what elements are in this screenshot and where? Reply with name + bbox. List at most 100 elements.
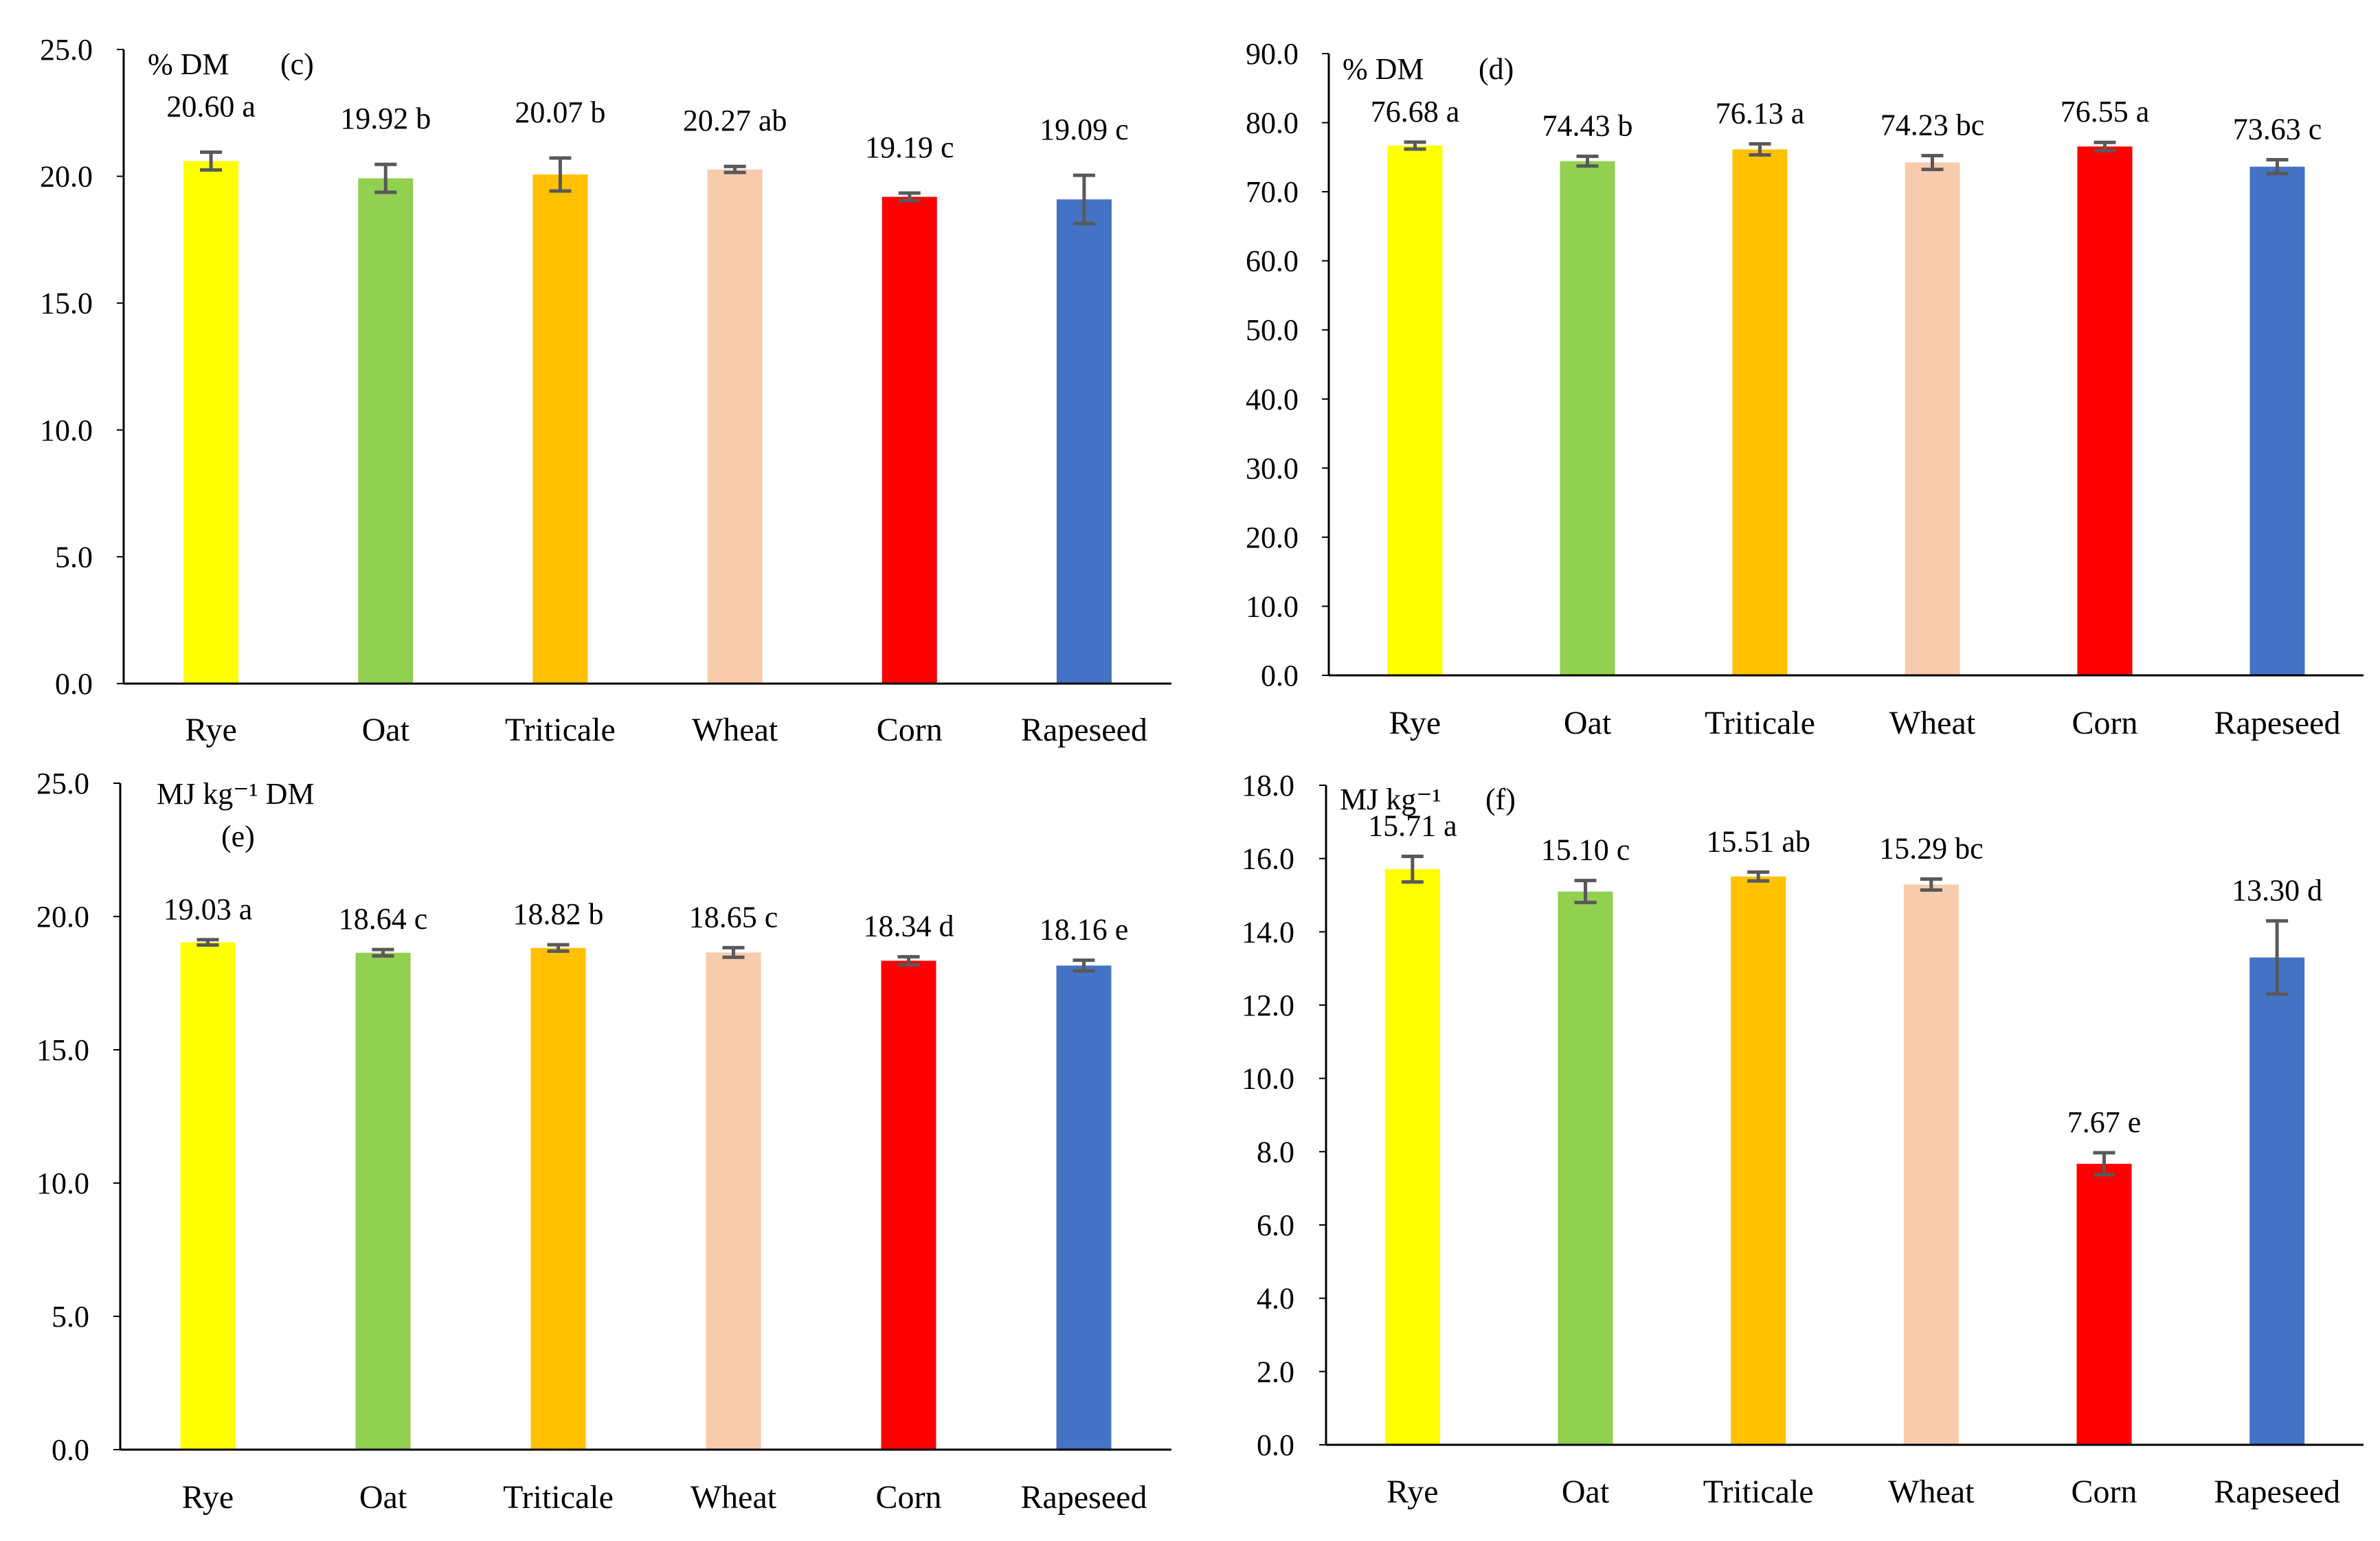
value-label: 20.60 a [166, 90, 256, 124]
category-label: Corn [2072, 1474, 2137, 1510]
unit-label: MJ kg⁻¹ [1340, 783, 1441, 816]
chart-panel-0: 0.0 5.0 10.0 15.0 20.0 25.0 20.60 a Rye 19.92 b O… [40, 33, 1171, 748]
value-label: 20.07 b [515, 95, 605, 129]
unit-label: MJ kg⁻¹ DM [157, 777, 315, 811]
y-tick-label: 2.0 [1257, 1355, 1294, 1388]
y-tick-label: 20.0 [40, 160, 93, 194]
category-label: Rapeseed [2214, 705, 2341, 741]
value-label: 18.82 b [513, 897, 604, 931]
bar-wheat [1903, 884, 1959, 1445]
category-label: Triticale [1703, 1474, 1814, 1510]
value-label: 19.92 b [340, 102, 431, 135]
value-label: 15.29 bc [1879, 832, 1984, 866]
value-label: 15.71 a [1368, 809, 1457, 842]
bar-oat [355, 952, 411, 1450]
category-label: Wheat [1889, 705, 1976, 741]
bar-rapeseed [1056, 199, 1112, 684]
y-tick-label: 80.0 [1246, 106, 1299, 140]
y-tick-label: 12.0 [1242, 989, 1294, 1022]
y-tick-label: 6.0 [1257, 1208, 1294, 1242]
category-label: Corn [2072, 705, 2138, 741]
category-label: Corn [877, 712, 943, 748]
panel-label: (c) [280, 47, 314, 81]
y-tick-label: 25.0 [40, 33, 93, 67]
y-tick-label: 4.0 [1257, 1282, 1294, 1316]
value-label: 7.67 e [2067, 1105, 2142, 1139]
category-label: Rapeseed [1021, 1479, 1147, 1516]
category-label: Rye [182, 1479, 234, 1516]
y-tick-label: 5.0 [55, 540, 93, 574]
y-tick-label: 16.0 [1242, 842, 1294, 876]
bar-corn [882, 196, 937, 684]
value-label: 18.64 c [339, 902, 428, 936]
y-tick-label: 60.0 [1246, 245, 1299, 278]
y-tick-label: 50.0 [1246, 313, 1299, 347]
panel-label: (f) [1485, 783, 1516, 816]
y-tick-label: 0.0 [55, 667, 93, 701]
value-label: 20.27 ab [683, 104, 787, 137]
bar-rye [1387, 145, 1443, 675]
category-label: Rapeseed [1021, 712, 1147, 748]
y-tick-label: 10.0 [1242, 1062, 1294, 1096]
y-tick-label: 0.0 [1261, 659, 1299, 693]
y-tick-label: 14.0 [1242, 915, 1294, 949]
category-label: Oat [1564, 705, 1612, 741]
category-label: Rye [1387, 1474, 1438, 1510]
category-label: Wheat [691, 1479, 777, 1516]
y-tick-label: 15.0 [40, 286, 93, 320]
y-tick-label: 10.0 [1246, 589, 1299, 623]
bar-rapeseed [1056, 965, 1112, 1450]
bar-triticale [532, 175, 588, 684]
value-label: 74.43 b [1542, 109, 1633, 143]
category-label: Rye [185, 712, 236, 748]
value-label: 19.09 c [1040, 113, 1129, 146]
value-label: 18.65 c [689, 900, 778, 934]
y-tick-label: 0.0 [1257, 1428, 1294, 1462]
chart-panel-2: 0.0 5.0 10.0 15.0 20.0 25.0 19.03 a Rye 18.64 c O… [36, 767, 1171, 1516]
bar-rye [1384, 869, 1440, 1445]
y-tick-label: 15.0 [36, 1033, 89, 1067]
y-tick-label: 25.0 [36, 767, 89, 800]
y-tick-label: 5.0 [52, 1300, 89, 1334]
value-label: 74.23 bc [1881, 109, 1985, 142]
category-label: Wheat [1888, 1474, 1975, 1510]
bar-wheat [1905, 162, 1960, 675]
category-label: Triticale [503, 1479, 614, 1516]
chart-panel-3: 0.0 2.0 4.0 6.0 8.0 10.0 12.0 14.0 16.0 18.0 15.71… [1242, 769, 2364, 1510]
value-label: 76.68 a [1371, 95, 1460, 128]
value-label: 15.10 c [1541, 833, 1630, 867]
panel-label: (e) [221, 820, 255, 853]
y-tick-label: 10.0 [36, 1167, 89, 1200]
bar-oat [1560, 161, 1615, 675]
value-label: 76.13 a [1716, 96, 1805, 130]
category-label: Triticale [1705, 705, 1815, 741]
y-tick-label: 0.0 [52, 1433, 89, 1467]
y-tick-label: 10.0 [40, 414, 93, 447]
bar-rye [183, 161, 239, 684]
y-tick-label: 18.0 [1242, 769, 1294, 802]
chart-panel-1: 0.0 10.0 20.0 30.0 40.0 50.0 60.0 70.0 80.0 90.0 7… [1246, 37, 2364, 741]
bar-rapeseed [2249, 166, 2305, 676]
bar-triticale [1731, 876, 1786, 1445]
y-tick-label: 70.0 [1246, 175, 1299, 209]
y-tick-label: 20.0 [1246, 521, 1299, 554]
value-label: 73.63 c [2233, 113, 2322, 146]
value-label: 76.55 a [2061, 95, 2150, 128]
y-tick-label: 30.0 [1246, 451, 1299, 485]
value-label: 19.03 a [164, 892, 253, 926]
bar-triticale [530, 947, 586, 1450]
value-label: 18.16 e [1040, 913, 1129, 947]
category-label: Wheat [692, 712, 778, 748]
bar-corn [2076, 1163, 2132, 1445]
category-label: Oat [362, 712, 410, 748]
category-label: Oat [1562, 1474, 1610, 1510]
value-label: 15.51 ab [1706, 824, 1810, 858]
category-label: Triticale [505, 712, 616, 748]
category-label: Corn [876, 1479, 942, 1516]
category-label: Rapeseed [2214, 1474, 2340, 1510]
value-label: 18.34 d [864, 910, 954, 943]
category-label: Oat [359, 1479, 407, 1516]
bar-rye [180, 942, 236, 1450]
y-tick-label: 20.0 [36, 900, 89, 934]
